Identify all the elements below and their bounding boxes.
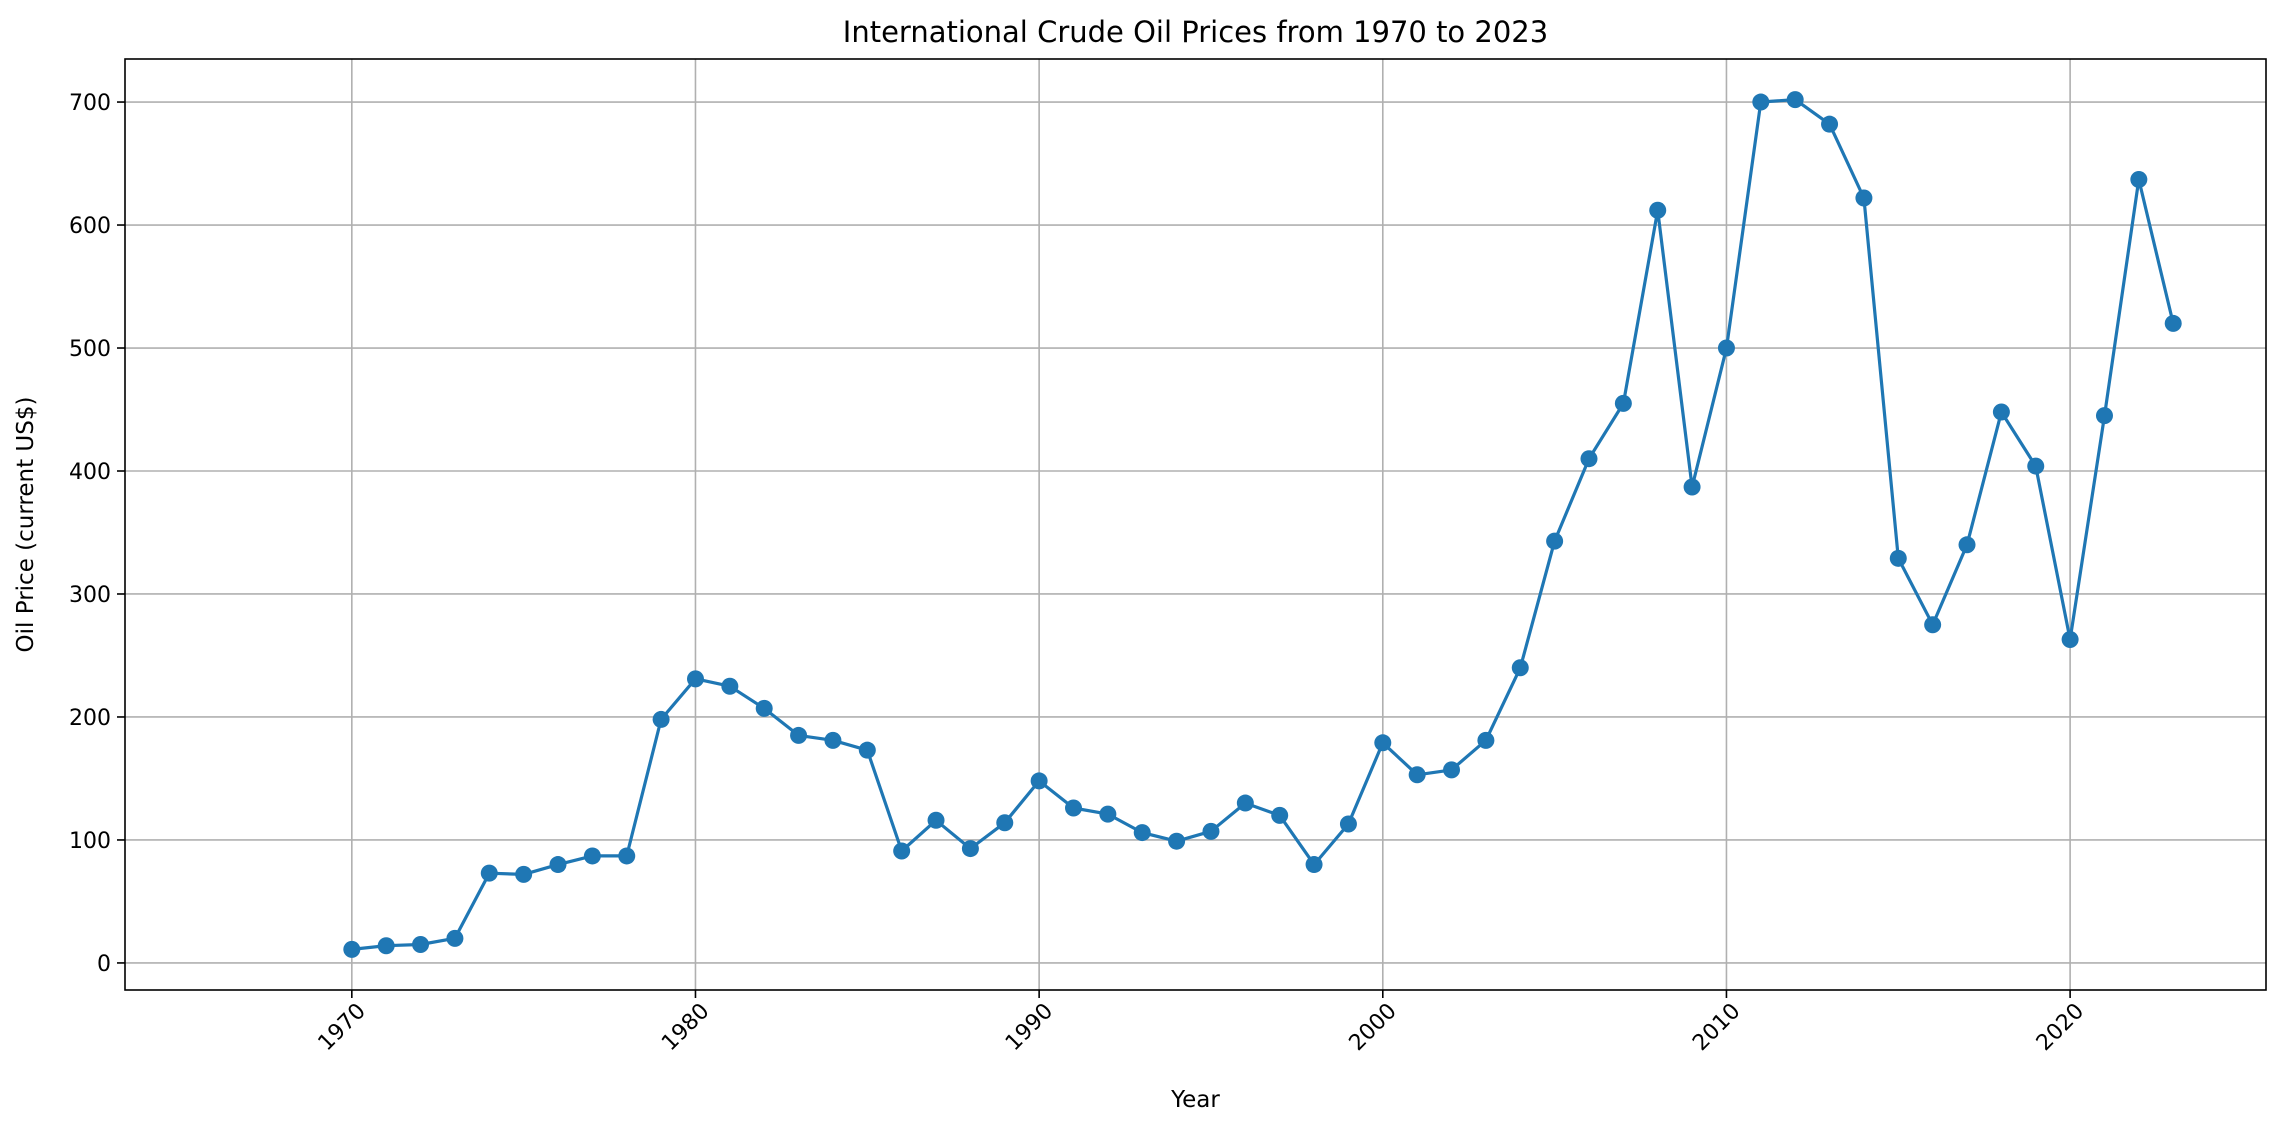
data-point [1752,93,1770,111]
data-point [2095,407,2113,425]
y-tick-label: 600 [69,214,111,239]
grid-lines [125,59,2266,990]
data-point [480,864,498,882]
data-point [1889,549,1907,567]
y-tick-label: 500 [69,337,111,362]
data-point [1511,659,1529,677]
data-point [1786,91,1804,109]
data-point [1992,403,2010,421]
data-point [1443,761,1461,779]
data-point [1374,734,1392,752]
plot-frame [124,58,2267,991]
axis-ticks: 1970 1980 1990 2000 2010 2020 0 100 200 300 400 500… [69,91,2089,1056]
data-point [961,840,979,858]
data-point [1408,766,1426,784]
y-tick-label: 300 [69,583,111,608]
data-point [996,814,1014,832]
x-tick-label: 2010 [1688,999,1745,1056]
x-tick-label: 2000 [1345,999,1402,1056]
y-axis-label: Oil Price (current US$) [13,397,39,653]
x-tick-label: 1970 [314,999,371,1056]
data-point [1855,189,1873,207]
chart-title: International Crude Oil Prices from 1970… [843,15,1548,49]
x-tick-label: 2020 [2032,999,2089,1056]
data-point [1202,822,1220,840]
data-point [1099,805,1117,823]
price-series [343,91,2182,958]
data-point [549,856,567,874]
data-point [1717,339,1735,357]
data-point [618,847,636,865]
data-point [2164,314,2182,332]
data-point [1649,201,1667,219]
data-point [652,710,670,728]
data-point [343,940,361,958]
y-tick-label: 400 [69,460,111,485]
data-point [1065,799,1083,817]
data-point [1133,824,1151,842]
data-point [927,811,945,829]
y-tick-label: 0 [97,952,111,977]
x-tick-label: 1990 [1001,999,1058,1056]
data-point [2130,171,2148,189]
data-point [755,699,773,717]
data-point [893,842,911,860]
y-tick-label: 200 [69,706,111,731]
data-point [824,731,842,749]
data-point [1683,478,1701,496]
data-point [1477,731,1495,749]
y-tick-label: 700 [69,91,111,116]
data-point [515,865,533,883]
data-point [1924,616,1942,634]
x-tick-label: 1980 [657,999,714,1056]
data-point [1305,856,1323,874]
x-axis-label: Year [1170,1087,1220,1113]
data-point [1614,394,1632,412]
data-point [858,741,876,759]
data-point [1546,532,1564,550]
data-point [377,937,395,955]
data-point [1339,815,1357,833]
data-point [1580,450,1598,468]
data-point [790,726,808,744]
data-point [1168,832,1186,850]
data-point [1236,794,1254,812]
data-point [686,670,704,688]
data-point [412,935,430,953]
data-point [583,847,601,865]
series-line [351,97,2175,951]
y-tick-label: 100 [69,829,111,854]
data-point [1958,536,1976,554]
data-point [2061,630,2079,648]
data-point [2027,457,2045,475]
data-point [721,677,739,695]
data-point [1271,806,1289,824]
data-point [1821,115,1839,133]
data-point [1030,772,1048,790]
data-point [446,929,464,947]
